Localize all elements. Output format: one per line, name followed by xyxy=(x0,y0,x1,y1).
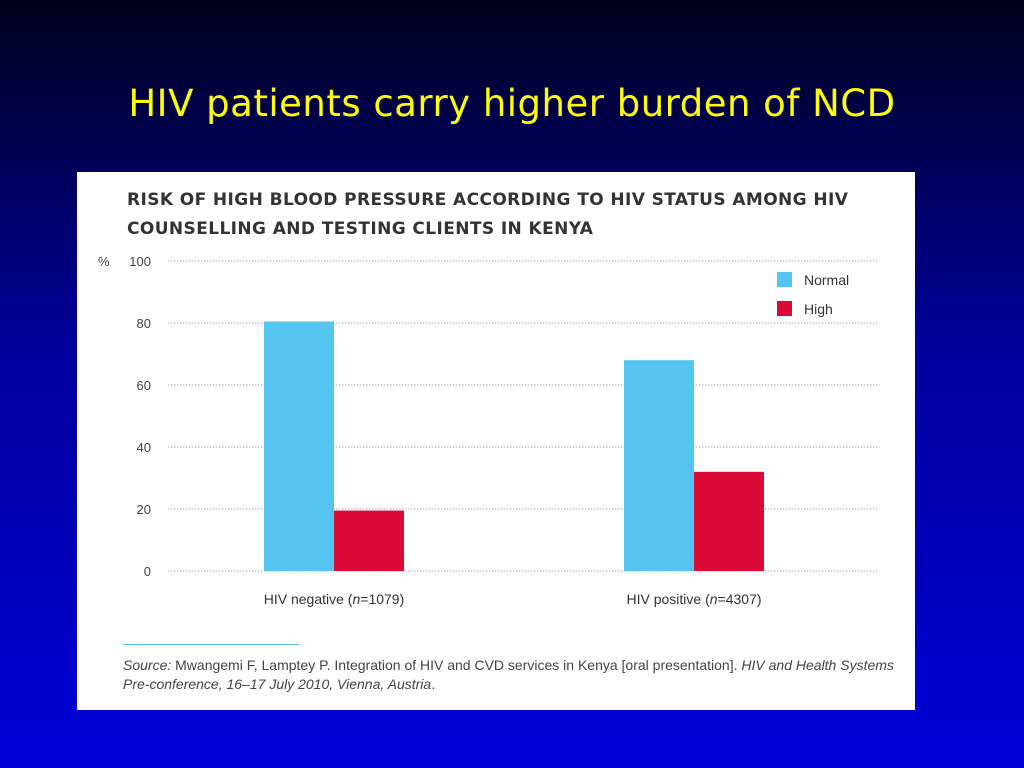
bar-high-2 xyxy=(694,471,764,571)
legend-label-normal: Normal xyxy=(804,272,849,288)
source-label: Source: xyxy=(123,657,172,673)
source-note: Source: Mwangemi F, Lamptey P. Integrati… xyxy=(123,656,908,694)
chart-title: RISK OF HIGH BLOOD PRESSURE ACCORDING TO… xyxy=(127,190,849,239)
source-text-a: Mwangemi F, Lamptey P. Integration of HI… xyxy=(171,657,742,673)
x-category-label: HIV positive (n=4307) xyxy=(626,591,761,607)
y-tick-label: 0 xyxy=(144,564,151,579)
legend-swatch-high xyxy=(777,301,792,316)
legend-label-high: High xyxy=(804,301,833,317)
x-category-label: HIV negative (n=1079) xyxy=(264,591,405,607)
legend-swatch-normal xyxy=(777,272,792,287)
y-axis-unit-label: % xyxy=(98,254,110,269)
source-text-c: . xyxy=(431,676,436,692)
y-tick-label: 40 xyxy=(137,440,151,455)
bar-normal-1 xyxy=(264,321,334,571)
bar-normal-2 xyxy=(624,360,694,571)
y-tick-label: 20 xyxy=(137,502,151,517)
figure-panel: RISK OF HIGH BLOOD PRESSURE ACCORDING TO… xyxy=(77,172,915,710)
source-divider xyxy=(123,644,299,645)
slide-title: HIV patients carry higher burden of NCD xyxy=(128,82,896,125)
source-text-b: HIV and Health Systems Pre-conference, 1… xyxy=(123,657,894,692)
y-tick-label: 100 xyxy=(129,254,151,269)
bar-high-1 xyxy=(334,510,404,571)
bar-chart: 0 20 40 60 80 100 HIV negative (n=1079) HIV pos… xyxy=(129,254,877,607)
y-tick-label: 60 xyxy=(137,378,151,393)
y-tick-label: 80 xyxy=(137,316,151,331)
